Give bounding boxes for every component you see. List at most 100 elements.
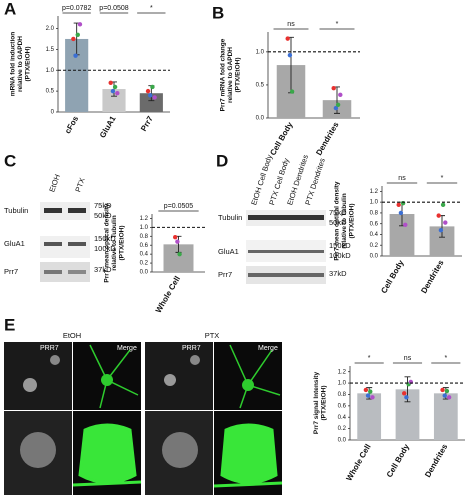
band xyxy=(44,270,62,274)
marker-label: 100kD xyxy=(94,244,116,253)
cell xyxy=(23,378,37,392)
band xyxy=(68,208,86,213)
neuron xyxy=(101,374,113,386)
replicate-dot xyxy=(444,388,450,394)
y-tick-label: 0.0 xyxy=(256,116,265,122)
replicate-dot xyxy=(396,202,401,208)
row-label: Tubulin xyxy=(218,213,242,222)
replicate-dot xyxy=(440,202,446,208)
sig-label: * xyxy=(150,5,153,12)
images-e: EtOH PTX PRR7 Merge PRR7 Merge xyxy=(4,331,283,495)
y-tick-label: 0.2 xyxy=(338,426,347,432)
replicate-dot xyxy=(75,32,80,37)
row-label: GluA1 xyxy=(218,247,239,256)
replicate-dot xyxy=(398,210,404,216)
y-tick-label: 1.0 xyxy=(338,381,347,387)
band xyxy=(68,270,86,274)
replicate-dot xyxy=(108,80,113,85)
y-tick-label: 1.2 xyxy=(370,189,379,195)
cell xyxy=(50,355,60,365)
panel-label: D xyxy=(216,151,228,170)
replicate-dot xyxy=(73,53,78,58)
panel-label: A xyxy=(4,0,16,18)
y-tick-label: 1.0 xyxy=(140,225,149,231)
sig-label: * xyxy=(336,21,339,28)
blot-strip xyxy=(40,202,90,220)
replicate-dot xyxy=(112,84,118,90)
replicate-dot xyxy=(115,91,120,96)
y-tick-label: 0.4 xyxy=(370,232,379,238)
replicate-dot xyxy=(368,389,373,394)
band xyxy=(68,242,86,246)
micrograph xyxy=(145,342,213,410)
bar xyxy=(433,393,458,440)
replicate-dot xyxy=(440,387,445,393)
y-tick-label: 1.5 xyxy=(46,47,55,53)
panel-label: C xyxy=(4,151,16,170)
neuron xyxy=(242,379,254,391)
replicate-dot xyxy=(365,393,371,398)
y-tick-label: 0.8 xyxy=(140,234,149,240)
row-label: Prr7 xyxy=(4,267,18,276)
cell xyxy=(20,432,56,468)
y-tick-label: 0.0 xyxy=(338,438,347,444)
replicate-dot xyxy=(285,36,290,41)
channel-label: PRR7 xyxy=(182,345,201,352)
replicate-dot xyxy=(403,222,408,227)
y-tick-label: 0.2 xyxy=(140,261,149,267)
row-label: GluA1 xyxy=(4,239,25,248)
y-axis-label: (PTX/EtOH) xyxy=(119,225,126,260)
y-axis-label: Prr7 mean optical density xyxy=(334,181,341,260)
condition-label: PTX xyxy=(205,331,220,340)
y-axis-label: relative to GAPDH xyxy=(227,47,234,103)
band xyxy=(248,273,324,277)
y-axis-label: (PTX/EtOH) xyxy=(321,385,328,420)
y-tick-label: 0.4 xyxy=(338,415,347,421)
replicate-dot xyxy=(175,239,180,244)
blot-strip xyxy=(40,262,90,282)
band xyxy=(44,208,62,213)
replicate-dot xyxy=(436,213,441,218)
y-tick-label: 0.8 xyxy=(338,392,347,398)
replicate-dot xyxy=(446,395,452,400)
panel-label: B xyxy=(212,3,224,22)
sig-label: p=0.0508 xyxy=(99,5,128,12)
bar xyxy=(102,89,126,112)
y-tick-label: 0.8 xyxy=(370,211,379,217)
y-axis-label: mRNA fold induction xyxy=(10,32,17,96)
marker-label: 100kD xyxy=(329,251,351,260)
replicate-dot xyxy=(152,95,157,100)
neuron xyxy=(229,344,281,409)
y-tick-label: 0.2 xyxy=(370,243,379,249)
neuron xyxy=(89,344,139,409)
blot-c: EtOH PTX Tubulin GluA1 Prr7 75kD 50kD 15… xyxy=(4,173,116,282)
replicate-dot xyxy=(402,391,407,396)
marker-label: 37kD xyxy=(94,265,112,274)
marker-label: 75kD xyxy=(94,201,112,210)
replicate-dot xyxy=(71,36,76,42)
channel-label: Merge xyxy=(258,345,278,352)
sig-label: * xyxy=(368,355,371,362)
bar xyxy=(139,93,163,112)
bar xyxy=(65,38,89,112)
y-axis-label: (PTX/EtOH) xyxy=(25,46,32,81)
y-tick-label: 0.4 xyxy=(140,252,149,258)
bar xyxy=(357,393,382,440)
sig-label: * xyxy=(441,175,444,182)
y-axis-label: relative to GAPDH xyxy=(17,36,24,92)
channel-label: PRR7 xyxy=(40,345,59,352)
panel-label: E xyxy=(4,315,15,334)
replicate-dot xyxy=(438,227,444,233)
band xyxy=(248,215,324,220)
micrograph xyxy=(214,342,282,410)
sig-label: ns xyxy=(404,355,412,362)
replicate-dot xyxy=(335,102,341,107)
y-tick-label: 0.5 xyxy=(46,89,55,95)
sig-label: p=0.0505 xyxy=(164,203,193,210)
replicate-dot xyxy=(338,92,343,98)
y-axis-label: (PTX/EtOH) xyxy=(235,57,242,92)
y-tick-label: 1.2 xyxy=(338,369,347,375)
marker-label: 37kD xyxy=(329,269,347,278)
replicate-dot xyxy=(363,387,369,393)
replicate-dot xyxy=(177,251,182,257)
